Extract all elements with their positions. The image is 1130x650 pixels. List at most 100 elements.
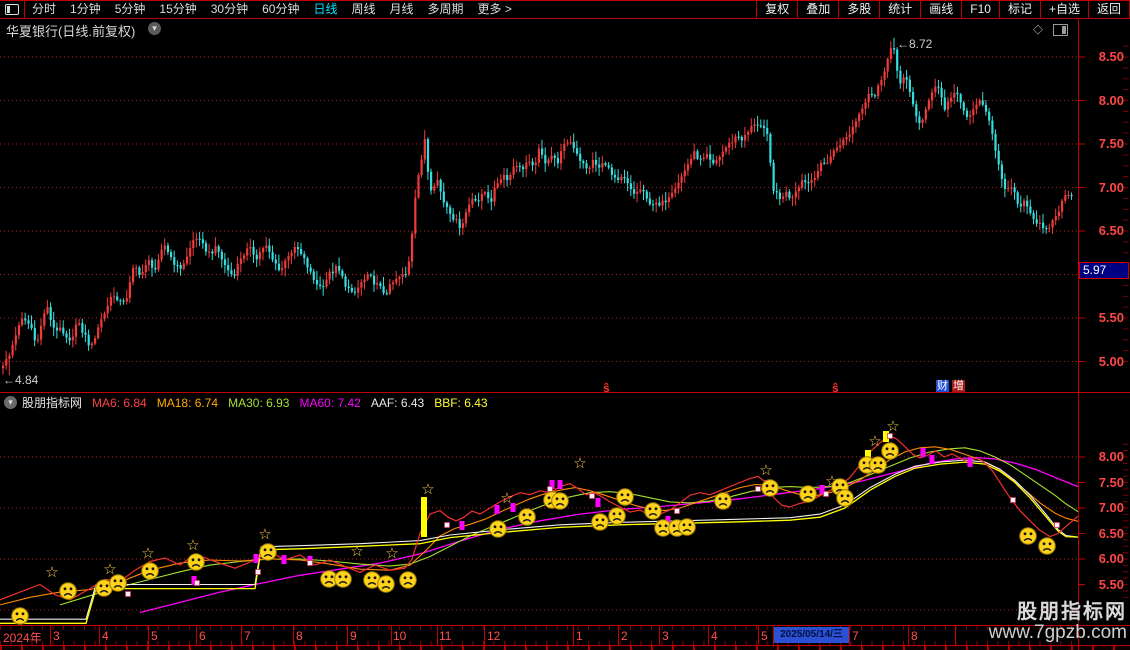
price-axis-line: [1078, 18, 1079, 650]
svg-text:☆: ☆: [868, 433, 881, 450]
axis-separator: [293, 626, 294, 645]
bottom-strip: [0, 646, 1130, 650]
date-label: 8: [911, 629, 918, 643]
date-label: 4: [711, 629, 718, 643]
svg-text:☆: ☆: [45, 564, 58, 581]
date-label: 3: [662, 629, 669, 643]
period-tab[interactable]: 月线: [389, 2, 414, 16]
date-label: 11: [439, 629, 452, 643]
menu-bar: 分时 1分钟 5分钟 15分钟 30分钟 60分钟 日线 周线 月线 多周期 更多 > 复权 叠加 多股…: [0, 0, 1130, 19]
period-tab[interactable]: 更多 >: [477, 2, 512, 16]
svg-text:☆: ☆: [103, 561, 116, 578]
layout-icon[interactable]: [0, 1, 25, 18]
period-tab[interactable]: 多周期: [427, 2, 464, 16]
pane-split-icon[interactable]: [1053, 24, 1068, 36]
axis-separator: [484, 626, 485, 645]
axis-separator: [148, 626, 149, 645]
high-price-annotation: ←8.72: [897, 37, 933, 51]
svg-text:☆: ☆: [825, 473, 838, 490]
date-label: 5: [761, 629, 768, 643]
axis-separator: [708, 626, 709, 645]
price-label: 8.50: [1098, 49, 1124, 64]
toolbar-button[interactable]: 叠加: [797, 1, 838, 18]
watermark-title: 股朋指标网: [1017, 601, 1127, 624]
date-label: 1: [576, 629, 583, 643]
period-tab[interactable]: 5分钟: [114, 2, 146, 16]
toolbar-button[interactable]: 返回: [1087, 1, 1129, 18]
toolbar-button[interactable]: F10: [961, 1, 999, 18]
toolbar-button[interactable]: +自选: [1039, 1, 1088, 18]
toolbar-button[interactable]: 多股: [838, 1, 879, 18]
axis-separator: [618, 626, 619, 645]
chevron-down-icon[interactable]: ▾: [148, 22, 161, 35]
price-label: 5.00: [1098, 354, 1124, 369]
date-label: 7: [852, 629, 859, 643]
price-label: 7.00: [1098, 500, 1124, 515]
split-window-icon: [5, 4, 19, 15]
axis-separator: [908, 626, 909, 645]
indicator-values: MA6: 6.84 MA18: 6.74 MA30: 6.93 MA60: 7.42 A…: [92, 396, 498, 410]
svg-text:☆: ☆: [421, 481, 434, 498]
toolbar-button[interactable]: 标记: [998, 1, 1040, 18]
date-axis[interactable]: 2024年 3 4 5 6 7 8 9 10 11 12 1 2 3 4 5 7 8 2025/05/14/三: [0, 626, 1078, 645]
date-label: 6: [199, 629, 206, 643]
axis-separator: [659, 626, 660, 645]
period-tab[interactable]: 60分钟: [262, 2, 300, 16]
price-label: 6.50: [1098, 223, 1124, 238]
diamond-icon[interactable]: ◇: [1033, 21, 1043, 36]
indicator-value: MA6: 6.84: [92, 395, 147, 410]
axis-separator: [849, 626, 850, 645]
svg-text:☆: ☆: [350, 543, 363, 560]
date-label: 2: [621, 629, 628, 643]
price-label: 8.00: [1098, 93, 1124, 108]
indicator-value: MA18: 6.74: [156, 395, 219, 410]
svg-text:☆: ☆: [573, 455, 586, 472]
date-axis-bottom-line: [0, 645, 1130, 646]
watermark: 股朋指标网 www.7gpzb.com: [989, 602, 1127, 643]
period-tab[interactable]: 分时: [32, 2, 57, 16]
svg-text:☆: ☆: [500, 490, 513, 507]
date-label: 3: [53, 629, 60, 643]
axis-separator: [437, 626, 438, 645]
date-label: 9: [350, 629, 357, 643]
title-row: 华夏银行(日线.前复权) ▾ ◇: [0, 19, 1078, 39]
toolbar-button[interactable]: 统计: [879, 1, 920, 18]
indicator-source: 股朋指标网: [22, 396, 83, 410]
period-tab[interactable]: 周线: [351, 2, 376, 16]
price-label: 6.00: [1098, 551, 1124, 566]
price-label: 7.50: [1098, 136, 1124, 151]
period-tab[interactable]: 1分钟: [70, 2, 101, 16]
low-price-annotation: ←4.84: [3, 373, 39, 387]
axis-separator: [196, 626, 197, 645]
period-tabs: 分时 1分钟 5分钟 15分钟 30分钟 60分钟 日线 周线 月线 多周期 更多 >: [25, 1, 519, 18]
toolbar-button[interactable]: 画线: [920, 1, 961, 18]
price-label: 6.50: [1098, 526, 1124, 541]
svg-text:☆: ☆: [141, 545, 154, 562]
period-tab[interactable]: 15分钟: [159, 2, 197, 16]
date-label: 8: [296, 629, 303, 643]
period-tab[interactable]: 30分钟: [210, 2, 249, 16]
indicator-header: ▾ 股朋指标网 MA6: 6.84 MA18: 6.74 MA30: 6.93 MA6…: [0, 395, 498, 410]
svg-text:☆: ☆: [385, 545, 398, 562]
info-badge[interactable]: 增: [952, 380, 965, 393]
axis-separator: [241, 626, 242, 645]
date-label: 4: [102, 629, 109, 643]
chevron-down-icon[interactable]: ▾: [4, 396, 17, 409]
axis-separator: [347, 626, 348, 645]
svg-text:☆: ☆: [759, 462, 772, 479]
indicator-value: AAF: 6.43: [370, 395, 425, 410]
info-badge[interactable]: 财: [936, 380, 949, 393]
toolbar-button[interactable]: 复权: [756, 1, 797, 18]
watermark-url: www.7gpzb.com: [988, 622, 1127, 644]
date-label: 7: [244, 629, 251, 643]
period-tab[interactable]: 日线: [313, 2, 338, 16]
pane-separator[interactable]: [0, 392, 1130, 393]
date-label: 12: [487, 629, 501, 643]
axis-separator: [573, 626, 574, 645]
indicator-value: MA30: 6.93: [228, 395, 290, 410]
chart-title: 华夏银行(日线.前复权): [6, 24, 136, 39]
price-label: 8.00: [1098, 449, 1124, 464]
date-label: 5: [151, 629, 158, 643]
